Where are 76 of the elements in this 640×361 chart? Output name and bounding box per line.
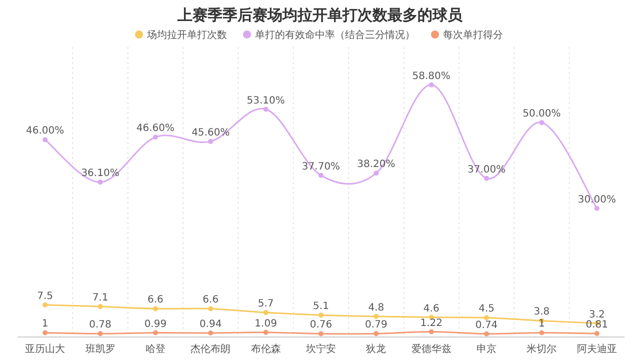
data-label: 3.8 xyxy=(534,306,550,318)
x-tick-label: 申京 xyxy=(476,343,497,355)
point xyxy=(539,330,544,336)
x-tick-label: 阿夫迪亚 xyxy=(576,343,617,355)
legend-label: 单打的有效命中率（结合三分情况） xyxy=(255,29,415,41)
data-label: 37.70% xyxy=(302,161,340,172)
data-label: 7.1 xyxy=(92,292,108,304)
point xyxy=(374,331,379,336)
data-label: 1.09 xyxy=(254,318,277,330)
point xyxy=(152,134,158,140)
x-tick-label: 狄龙 xyxy=(366,343,386,355)
x-tick-label: 坎宁安 xyxy=(305,343,336,355)
x-tick-label: 亚历山大 xyxy=(25,343,66,355)
x-tick-label: 杰伦布朗 xyxy=(190,343,231,355)
x-tick-label: 布伦森 xyxy=(250,343,281,355)
point xyxy=(318,331,324,336)
data-label: 7.5 xyxy=(37,290,54,302)
data-label: 0.76 xyxy=(310,320,332,331)
x-tick-label: 班凯罗 xyxy=(85,343,116,355)
data-label: 1.22 xyxy=(420,318,442,329)
data-label: 46.60% xyxy=(136,123,175,134)
point xyxy=(208,138,214,144)
point xyxy=(98,331,103,336)
point xyxy=(42,302,48,308)
data-label: 0.78 xyxy=(89,320,112,331)
data-label: 4.6 xyxy=(423,303,440,314)
point xyxy=(318,172,324,178)
point xyxy=(428,329,434,334)
data-label: 1 xyxy=(42,318,48,330)
point xyxy=(428,82,434,88)
point xyxy=(484,315,490,320)
point xyxy=(539,120,544,126)
data-label: 36.10% xyxy=(81,168,120,180)
point xyxy=(42,137,48,142)
point xyxy=(263,106,268,112)
x-tick-label: 爱德华兹 xyxy=(411,343,452,355)
x-tick-label: 哈登 xyxy=(145,343,166,355)
point xyxy=(208,330,214,336)
data-label: 0.99 xyxy=(144,318,167,330)
point xyxy=(42,330,48,336)
data-label: 3.2 xyxy=(588,309,605,320)
data-label: 4.8 xyxy=(368,302,384,314)
data-label: 58.80% xyxy=(412,70,450,82)
point xyxy=(594,331,600,336)
point xyxy=(98,180,103,185)
point xyxy=(318,312,324,318)
data-label: 30.00% xyxy=(578,194,616,206)
point xyxy=(152,330,158,336)
point xyxy=(374,314,379,319)
chart-title: 上赛季季后赛场均拉开单打次数最多的球员 xyxy=(176,6,464,24)
point xyxy=(594,206,600,211)
data-label: 38.20% xyxy=(357,159,396,170)
data-label: 4.5 xyxy=(478,304,494,315)
data-label: 50.00% xyxy=(522,108,561,120)
point xyxy=(152,306,158,312)
data-label: 6.6 xyxy=(202,294,219,306)
legend-label: 每次单打得分 xyxy=(443,29,503,41)
x-tick-label: 米切尔 xyxy=(526,343,557,355)
point xyxy=(263,330,268,335)
data-label: 53.10% xyxy=(246,95,285,106)
point xyxy=(484,176,490,181)
data-label: 0.94 xyxy=(200,318,222,330)
point xyxy=(208,306,214,312)
point xyxy=(484,331,490,336)
data-label: 0.79 xyxy=(365,320,388,331)
point xyxy=(263,310,268,316)
data-label: 45.60% xyxy=(192,127,230,138)
data-label: 6.6 xyxy=(148,294,164,306)
point xyxy=(98,304,103,310)
legend-label: 场均拉开单打次数 xyxy=(146,29,227,41)
data-label: 0.74 xyxy=(475,320,498,331)
data-label: 46.00% xyxy=(26,126,64,137)
data-label: 5.1 xyxy=(313,301,329,312)
point xyxy=(374,170,379,176)
data-label: 5.7 xyxy=(258,298,274,310)
data-label: 37.00% xyxy=(467,164,506,176)
